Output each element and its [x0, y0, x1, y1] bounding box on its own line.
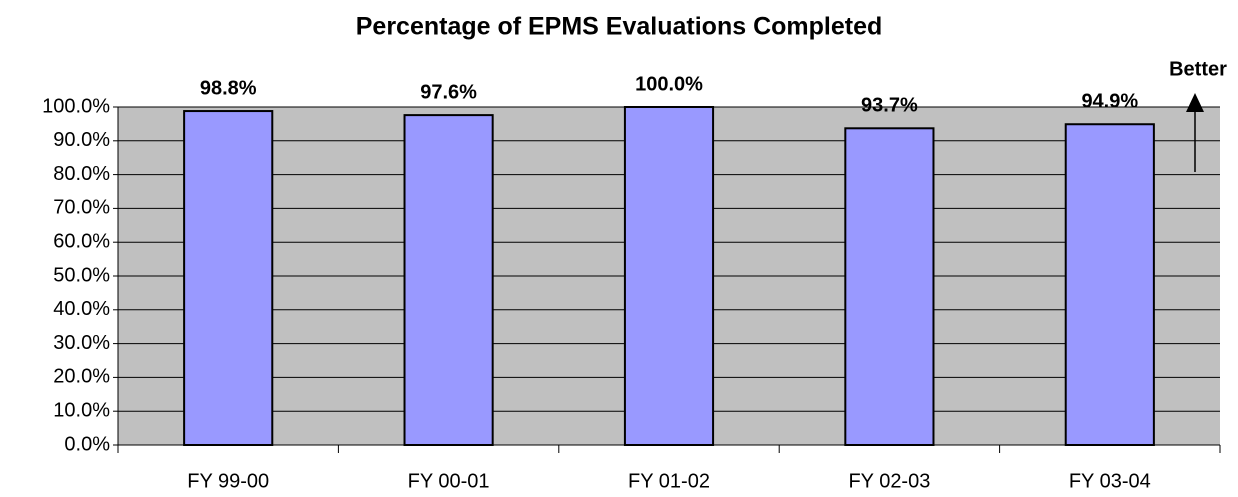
- y-tick-label: 90.0%: [53, 129, 110, 151]
- bar: [623, 106, 715, 446]
- x-tick-label: FY 02-03: [848, 470, 930, 492]
- y-tick-label: 10.0%: [53, 399, 110, 421]
- x-tick-label: FY 01-02: [628, 470, 710, 492]
- y-tick-label: 40.0%: [53, 298, 110, 320]
- y-tick-label: 80.0%: [53, 163, 110, 185]
- y-tick-label: 50.0%: [53, 264, 110, 286]
- y-tick-label: 70.0%: [53, 197, 110, 219]
- bar: [403, 114, 494, 446]
- x-tick-label: FY 99-00: [187, 470, 269, 492]
- arrow-head: [1186, 93, 1204, 112]
- value-label: 98.8%: [200, 77, 257, 99]
- annotation: Better: [1169, 58, 1227, 80]
- bar: [183, 110, 274, 446]
- y-tick-label: 30.0%: [53, 332, 110, 354]
- chart-title: Percentage of EPMS Evaluations Completed: [356, 13, 883, 41]
- y-tick-label: 60.0%: [53, 230, 110, 252]
- y-tick-label: 100.0%: [42, 95, 110, 117]
- x-tick-label: FY 00-01: [408, 470, 490, 492]
- x-tick-label: FY 03-04: [1069, 470, 1151, 492]
- value-label: 94.9%: [1081, 91, 1138, 113]
- bar: [844, 127, 935, 446]
- y-tick-label: 0.0%: [64, 433, 110, 455]
- bar: [1064, 123, 1155, 446]
- value-label: 97.6%: [420, 81, 477, 103]
- value-label: 93.7%: [861, 95, 918, 117]
- value-label: 100.0%: [635, 73, 703, 95]
- y-tick-label: 20.0%: [53, 366, 110, 388]
